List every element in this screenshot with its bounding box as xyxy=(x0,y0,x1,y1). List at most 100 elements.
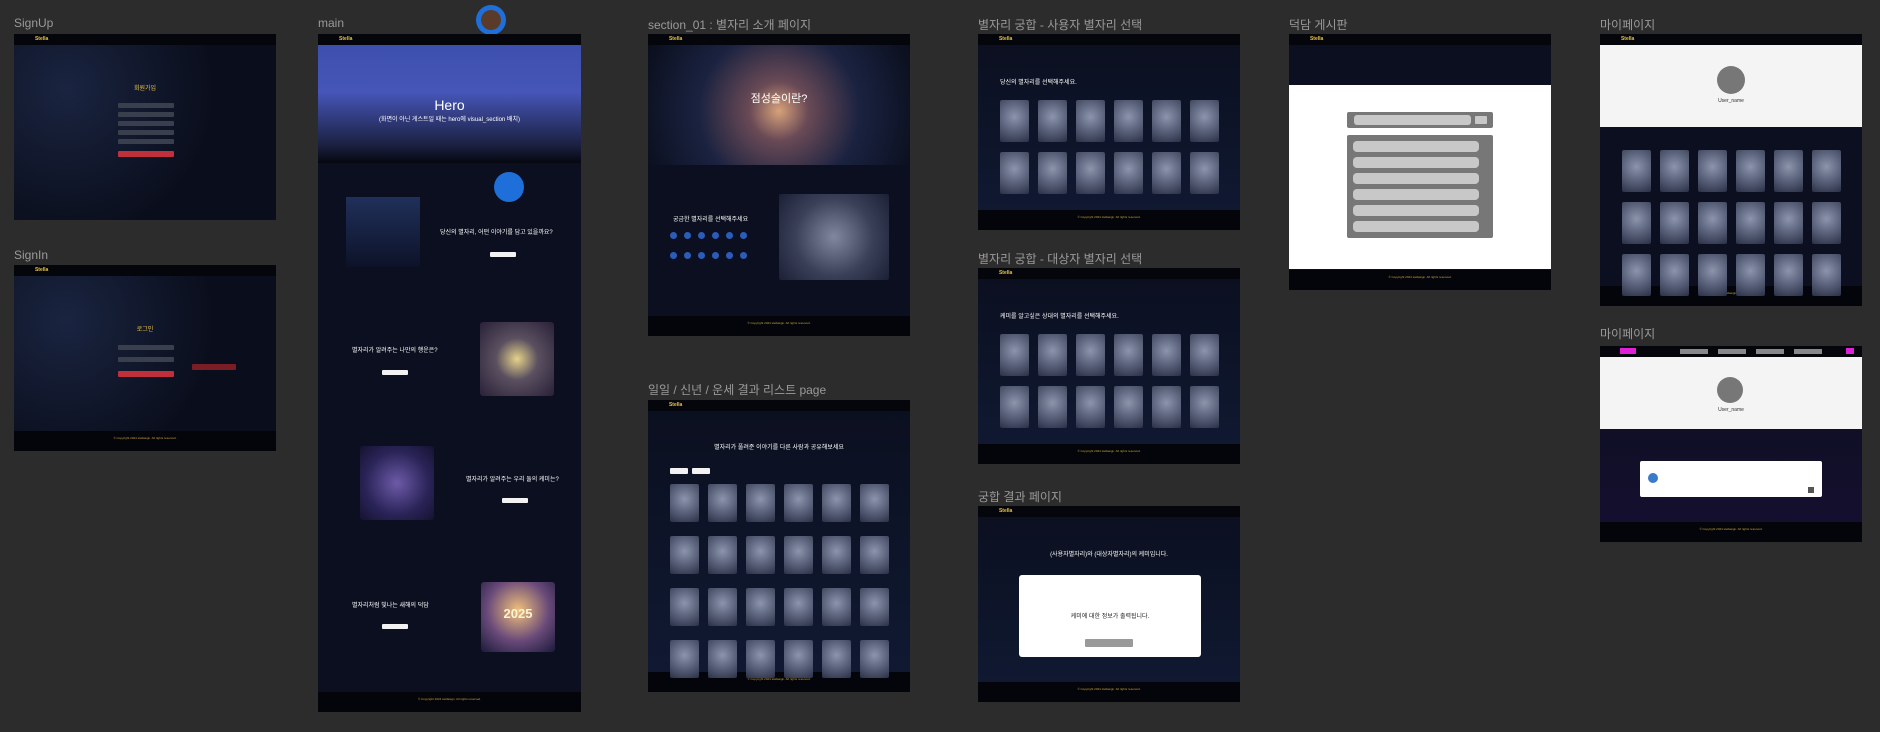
story-card[interactable] xyxy=(822,484,851,522)
zodiac-card[interactable] xyxy=(1076,386,1105,428)
zodiac-card[interactable] xyxy=(1114,334,1143,376)
zodiac-icon[interactable] xyxy=(684,252,691,259)
saved-card[interactable] xyxy=(1698,254,1727,296)
nav-logo[interactable]: Stella xyxy=(339,36,353,42)
saved-card[interactable] xyxy=(1660,202,1689,244)
story-card[interactable] xyxy=(784,588,813,626)
main-cta-4[interactable] xyxy=(382,624,408,629)
zodiac-icon[interactable] xyxy=(684,232,691,239)
story-card[interactable] xyxy=(784,640,813,678)
nav-logo[interactable]: Stella xyxy=(998,36,1013,42)
signin-id-field[interactable] xyxy=(118,345,174,350)
signup-field-5[interactable] xyxy=(118,139,174,144)
board-list-item[interactable] xyxy=(1353,221,1479,232)
nav-login-highlight[interactable] xyxy=(1846,348,1854,354)
saved-card[interactable] xyxy=(1622,202,1651,244)
saved-card[interactable] xyxy=(1622,254,1651,296)
zodiac-card[interactable] xyxy=(1152,100,1181,142)
story-card[interactable] xyxy=(860,484,889,522)
story-card[interactable] xyxy=(822,640,851,678)
board-submit-button[interactable] xyxy=(1475,116,1487,124)
saved-card[interactable] xyxy=(1774,254,1803,296)
saved-card[interactable] xyxy=(1736,150,1765,192)
nav-logo[interactable]: Stella xyxy=(34,36,49,42)
nav-item[interactable] xyxy=(1718,349,1746,354)
zodiac-icon[interactable] xyxy=(670,252,677,259)
filter-button[interactable] xyxy=(670,468,688,474)
story-card[interactable] xyxy=(860,640,889,678)
saved-card[interactable] xyxy=(1812,202,1841,244)
zodiac-card[interactable] xyxy=(1076,152,1105,194)
story-card[interactable] xyxy=(708,640,737,678)
main-cta-2[interactable] xyxy=(382,370,408,375)
story-card[interactable] xyxy=(860,588,889,626)
nav-logo[interactable]: Stella xyxy=(668,402,683,408)
saved-card[interactable] xyxy=(1812,150,1841,192)
zodiac-card[interactable] xyxy=(1114,152,1143,194)
zodiac-card[interactable] xyxy=(1000,386,1029,428)
zodiac-card[interactable] xyxy=(1114,386,1143,428)
zodiac-icon[interactable] xyxy=(698,232,705,239)
story-card[interactable] xyxy=(746,536,775,574)
saved-card[interactable] xyxy=(1812,254,1841,296)
main-cta-3[interactable] xyxy=(502,498,528,503)
saved-card[interactable] xyxy=(1660,254,1689,296)
story-card[interactable] xyxy=(746,640,775,678)
nav-logo[interactable]: Stella xyxy=(1309,36,1324,42)
zodiac-card[interactable] xyxy=(1190,334,1219,376)
saved-card[interactable] xyxy=(1736,202,1765,244)
saved-card[interactable] xyxy=(1698,150,1727,192)
story-card[interactable] xyxy=(746,484,775,522)
zodiac-icon[interactable] xyxy=(740,232,747,239)
story-card[interactable] xyxy=(670,536,699,574)
board-list-item[interactable] xyxy=(1353,173,1479,184)
story-card[interactable] xyxy=(822,588,851,626)
nav-item[interactable] xyxy=(1680,349,1708,354)
trash-icon[interactable] xyxy=(1808,487,1814,493)
nav-item[interactable] xyxy=(1794,349,1822,354)
zodiac-card[interactable] xyxy=(1152,334,1181,376)
signin-alt-button[interactable] xyxy=(192,364,236,370)
nav-item[interactable] xyxy=(1756,349,1784,354)
zodiac-icon[interactable] xyxy=(698,252,705,259)
nav-logo[interactable]: Stella xyxy=(998,508,1013,514)
zodiac-card[interactable] xyxy=(1190,152,1219,194)
zodiac-icon[interactable] xyxy=(726,252,733,259)
filter-button[interactable] xyxy=(692,468,710,474)
saved-card[interactable] xyxy=(1774,150,1803,192)
signin-submit-button[interactable] xyxy=(118,371,174,377)
story-card[interactable] xyxy=(670,640,699,678)
zodiac-card[interactable] xyxy=(1000,334,1029,376)
story-card[interactable] xyxy=(746,588,775,626)
signup-field-4[interactable] xyxy=(118,130,174,135)
avatar[interactable] xyxy=(1717,66,1745,94)
nav-logo[interactable]: Stella xyxy=(1620,36,1635,42)
avatar[interactable] xyxy=(1717,377,1743,403)
zodiac-card[interactable] xyxy=(1152,152,1181,194)
board-list-item[interactable] xyxy=(1353,141,1479,152)
story-card[interactable] xyxy=(784,484,813,522)
story-card[interactable] xyxy=(670,588,699,626)
zodiac-icon[interactable] xyxy=(712,232,719,239)
story-card[interactable] xyxy=(708,588,737,626)
zodiac-card[interactable] xyxy=(1000,100,1029,142)
saved-card[interactable] xyxy=(1660,150,1689,192)
zodiac-card[interactable] xyxy=(1038,100,1067,142)
zodiac-card[interactable] xyxy=(1190,386,1219,428)
zodiac-icon[interactable] xyxy=(670,232,677,239)
main-cta-1[interactable] xyxy=(490,252,516,257)
zodiac-card[interactable] xyxy=(1190,100,1219,142)
zodiac-card[interactable] xyxy=(1076,100,1105,142)
story-card[interactable] xyxy=(670,484,699,522)
signup-field-3[interactable] xyxy=(118,121,174,126)
zodiac-card[interactable] xyxy=(1038,152,1067,194)
nav-logo-highlight[interactable] xyxy=(1620,348,1636,354)
board-list-item[interactable] xyxy=(1353,189,1479,200)
signup-field-1[interactable] xyxy=(118,103,174,108)
nav-logo[interactable]: Stella xyxy=(998,270,1013,276)
zodiac-card[interactable] xyxy=(1076,334,1105,376)
story-card[interactable] xyxy=(860,536,889,574)
result-share-button[interactable] xyxy=(1085,639,1133,647)
board-input[interactable] xyxy=(1354,115,1471,125)
board-list-item[interactable] xyxy=(1353,205,1479,216)
